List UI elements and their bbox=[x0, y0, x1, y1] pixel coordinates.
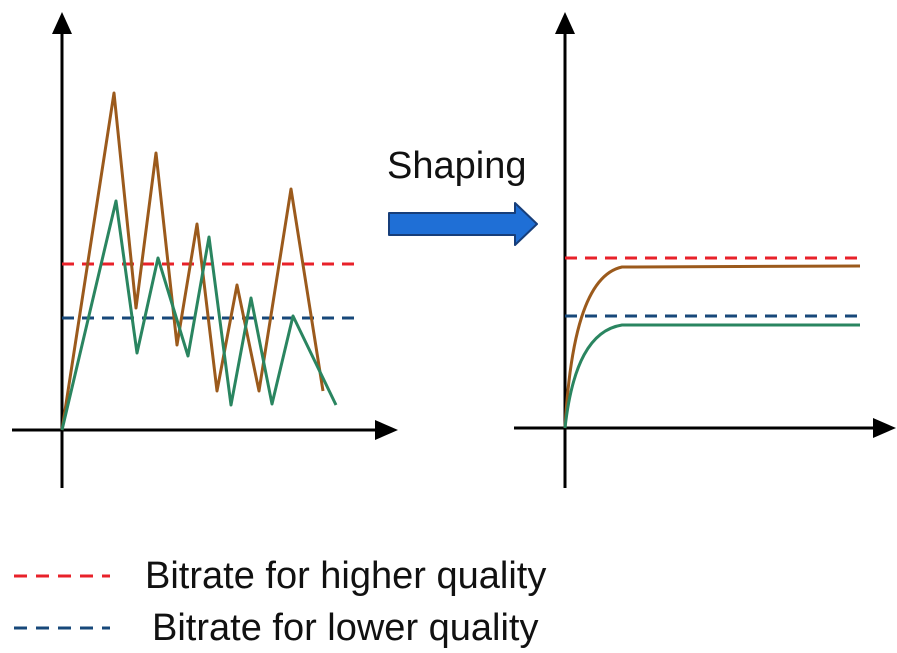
legend-label-low-quality: Bitrate for lower quality bbox=[152, 607, 539, 649]
legend-label-high-quality: Bitrate for higher quality bbox=[145, 555, 546, 597]
shaping-arrow-icon bbox=[388, 202, 538, 246]
shaping-label: Shaping bbox=[387, 145, 526, 187]
legend-item-low-quality: Bitrate for lower quality bbox=[14, 607, 539, 649]
left-low-quality-stream bbox=[60, 199, 338, 431]
shaping-transition: Shaping bbox=[387, 145, 538, 246]
left-y-axis-arrowhead bbox=[52, 12, 72, 34]
right-x-axis-arrowhead bbox=[873, 418, 896, 438]
legend-item-high-quality: Bitrate for higher quality bbox=[14, 555, 546, 597]
right-low-quality-stream bbox=[563, 323, 860, 429]
right-y-axis-arrowhead bbox=[555, 12, 575, 34]
left-plot bbox=[12, 12, 398, 488]
legend: Bitrate for higher quality Bitrate for l… bbox=[14, 555, 546, 649]
left-x-axis-arrowhead bbox=[375, 420, 398, 440]
left-high-quality-stream bbox=[60, 91, 325, 431]
right-plot bbox=[514, 12, 896, 488]
right-high-quality-stream bbox=[563, 264, 861, 429]
